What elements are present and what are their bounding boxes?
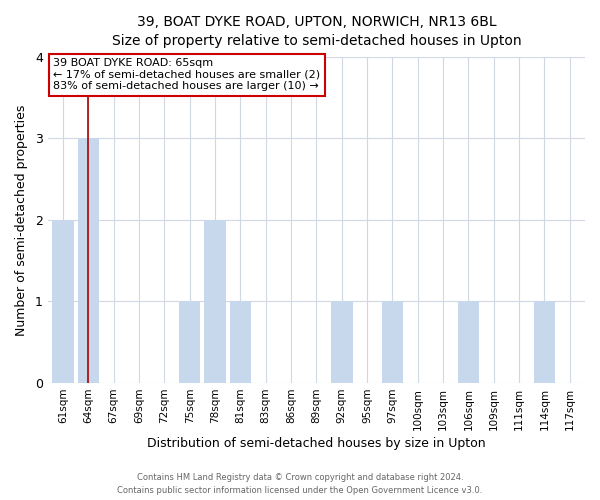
Bar [533,302,555,383]
Bar [179,302,200,383]
Bar [382,302,403,383]
Bar [77,138,99,383]
Bar [230,302,251,383]
Bar [331,302,353,383]
Text: 39 BOAT DYKE ROAD: 65sqm
← 17% of semi-detached houses are smaller (2)
83% of se: 39 BOAT DYKE ROAD: 65sqm ← 17% of semi-d… [53,58,320,92]
Bar [458,302,479,383]
Text: Contains HM Land Registry data © Crown copyright and database right 2024.
Contai: Contains HM Land Registry data © Crown c… [118,474,482,495]
Bar [52,220,74,383]
Title: 39, BOAT DYKE ROAD, UPTON, NORWICH, NR13 6BL
Size of property relative to semi-d: 39, BOAT DYKE ROAD, UPTON, NORWICH, NR13… [112,15,521,48]
X-axis label: Distribution of semi-detached houses by size in Upton: Distribution of semi-detached houses by … [147,437,486,450]
Bar [204,220,226,383]
Y-axis label: Number of semi-detached properties: Number of semi-detached properties [15,104,28,336]
